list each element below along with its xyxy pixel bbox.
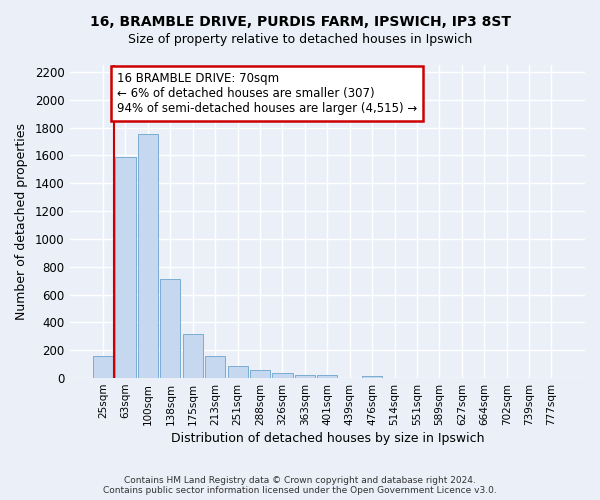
Bar <box>272 373 293 378</box>
Bar <box>205 356 225 378</box>
Bar <box>317 376 337 378</box>
Bar <box>362 376 382 378</box>
Text: Contains HM Land Registry data © Crown copyright and database right 2024.
Contai: Contains HM Land Registry data © Crown c… <box>103 476 497 495</box>
Bar <box>160 280 181 378</box>
Bar <box>182 334 203 378</box>
Bar <box>93 356 113 378</box>
Bar <box>250 370 270 378</box>
Bar <box>115 157 136 378</box>
Bar <box>295 375 315 378</box>
Text: Size of property relative to detached houses in Ipswich: Size of property relative to detached ho… <box>128 32 472 46</box>
Text: 16, BRAMBLE DRIVE, PURDIS FARM, IPSWICH, IP3 8ST: 16, BRAMBLE DRIVE, PURDIS FARM, IPSWICH,… <box>89 15 511 29</box>
Bar <box>227 366 248 378</box>
Y-axis label: Number of detached properties: Number of detached properties <box>15 123 28 320</box>
Text: 16 BRAMBLE DRIVE: 70sqm
← 6% of detached houses are smaller (307)
94% of semi-de: 16 BRAMBLE DRIVE: 70sqm ← 6% of detached… <box>116 72 417 115</box>
X-axis label: Distribution of detached houses by size in Ipswich: Distribution of detached houses by size … <box>170 432 484 445</box>
Bar <box>138 134 158 378</box>
